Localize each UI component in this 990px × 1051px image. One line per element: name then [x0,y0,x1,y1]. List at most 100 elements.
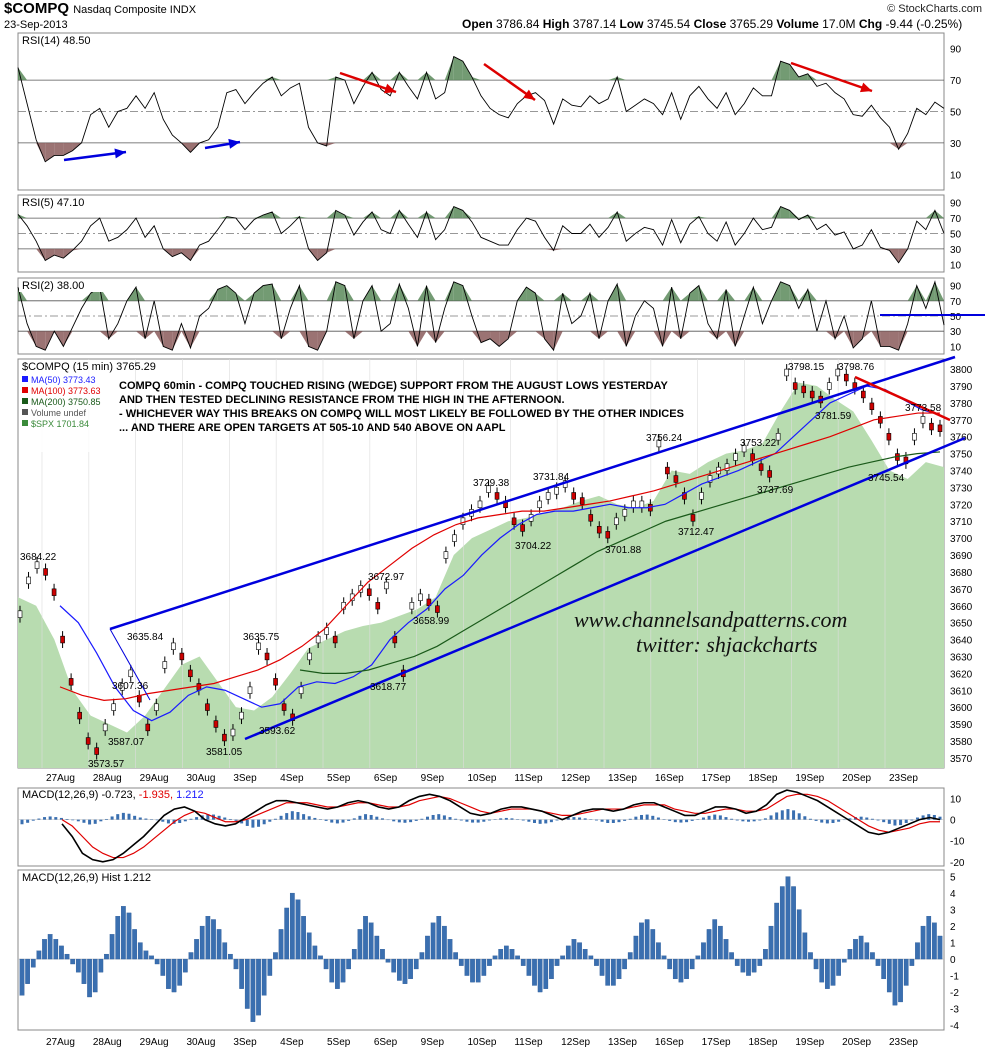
rsi-overbought-fill [698,216,708,219]
macd-hist-bar [847,949,853,960]
price-body [912,433,917,441]
macd-mini-hist-bar [302,814,306,820]
macd-mini-hist-bar [882,819,886,823]
macd-hist-bar [222,942,228,960]
rsi-overbought-fill [925,281,935,301]
rsi2-panel: 90 70 50 30 10 RSI(2) 38.00 [17,277,962,355]
x-tick-label: 27Aug [46,773,75,784]
rsi-oversold-fill [508,331,518,339]
price-body [111,703,117,711]
close-label: Close [693,17,727,31]
macd-hist-bar [582,949,588,960]
red-arrow-head [859,82,872,93]
macd-hist-bar [436,916,442,960]
rsi-overbought-fill [254,215,264,219]
rsi5-panel: 90 70 50 30 10 RSI(5) 47.10 [17,194,962,273]
price-body [750,453,755,461]
macd-hist-bar [695,955,701,960]
rsi-overbought-fill [399,72,409,81]
rsi-oversold-fill [281,331,291,339]
rsi-overbought-fill [689,216,699,219]
macd-mini-hist-bar [735,819,739,821]
macd-hist-bar [830,958,836,986]
macd-hist-bar [228,953,233,960]
macd-mini-hist-bar [341,819,345,823]
signal-value: -1.935, [139,789,176,801]
macd-mini-hist-bar [780,810,784,820]
macd-mini-hist-bar [31,819,35,821]
macd-hist-bar [565,945,571,960]
macd-hist-bar [335,958,340,989]
y-tick-label: 3600 [950,703,973,714]
macd-mini-hist-bar [431,814,435,820]
macd-hist-bar [75,958,81,973]
rsi-oversold-fill [99,331,109,339]
macd-mini-hist-bar [831,819,835,823]
rsi-overbought-fill [217,216,227,219]
macd-mini-hist-bar [814,819,818,821]
price-body [571,492,577,500]
rsi-overbought-fill [916,285,926,301]
macd-hist-bar [475,958,481,983]
index-name: Nasdaq Composite INDX [73,4,197,16]
price-body [205,703,210,711]
macd-mini-hist-bar [290,811,294,820]
macd-mini-hist-bar [161,819,165,822]
macd-panel: 10 0 -10 -20 MACD(12,26,9) -0.723, -1.935, 1… [17,787,965,869]
price-body [383,581,389,590]
macd-mini-hist-bar [71,819,75,821]
price-annotation: 3798.15 [788,362,825,373]
x-tick-label: 20Sep [842,1037,871,1048]
price-body [724,463,730,471]
macd-mini-hist-bar [240,819,244,824]
macd-mini-hist-bar [482,819,486,822]
x-tick-label: 18Sep [749,1037,778,1048]
x-tick-label: 5Sep [327,1037,351,1048]
macd-mini-hist-bar [915,817,919,820]
macd-hist-bar [267,958,273,976]
rsi-oversold-fill [190,248,200,261]
macd-mini-hist-bar [335,819,339,824]
macd-mini-hist-bar [43,817,47,820]
price-body [392,635,398,644]
price-body [801,385,807,394]
x-tick-label: 4Sep [280,1037,304,1048]
macd-hist-bar [819,958,825,983]
y-tick-label: 90 [950,45,962,56]
macd-hist-bar [870,952,875,960]
macd-mini-hist-bar [713,814,717,820]
price-annotation: 3729.38 [473,478,510,489]
x-tick-label: 30Aug [187,773,216,784]
price-annotation: 3658.99 [413,616,450,627]
macd-mini-hist-bar [65,818,69,820]
rsi-overbought-fill [444,281,454,301]
price-annotation: 3731.84 [533,472,570,483]
rsi-oversold-fill [63,142,73,156]
macd-mini-hist-bar [369,814,373,820]
y-tick-label: 90 [950,199,962,210]
macd-hist-bar [470,958,475,983]
x-tick-label: 3Sep [233,1037,257,1048]
macd-hist-bar [757,958,763,966]
macd-mini-hist-bar [48,816,52,820]
macd-hist-bar [81,958,87,984]
macd-hist-bar [537,958,543,993]
x-tick-label: 18Sep [749,773,778,784]
ma-line-ma100 [59,412,940,702]
macd-hist-bar [115,916,121,960]
macd-mini-hist-bar [628,818,632,820]
price-body [596,526,602,534]
y-tick-label: 70 [950,214,962,225]
macd-mini-hist-bar [144,818,148,820]
macd-hist-bar [368,922,374,960]
macd-mini-hist-bar [110,816,114,820]
price-body [878,416,883,424]
change-label: Chg [858,17,883,31]
y-tick-label: 3700 [950,534,973,545]
rsi-overbought-fill [444,56,454,81]
macd-hist-bar [571,939,577,960]
blue-arrow-head [228,138,240,149]
price-body [443,551,449,559]
panel-title: RSI(5) 47.10 [22,197,84,209]
price-body [639,500,645,509]
